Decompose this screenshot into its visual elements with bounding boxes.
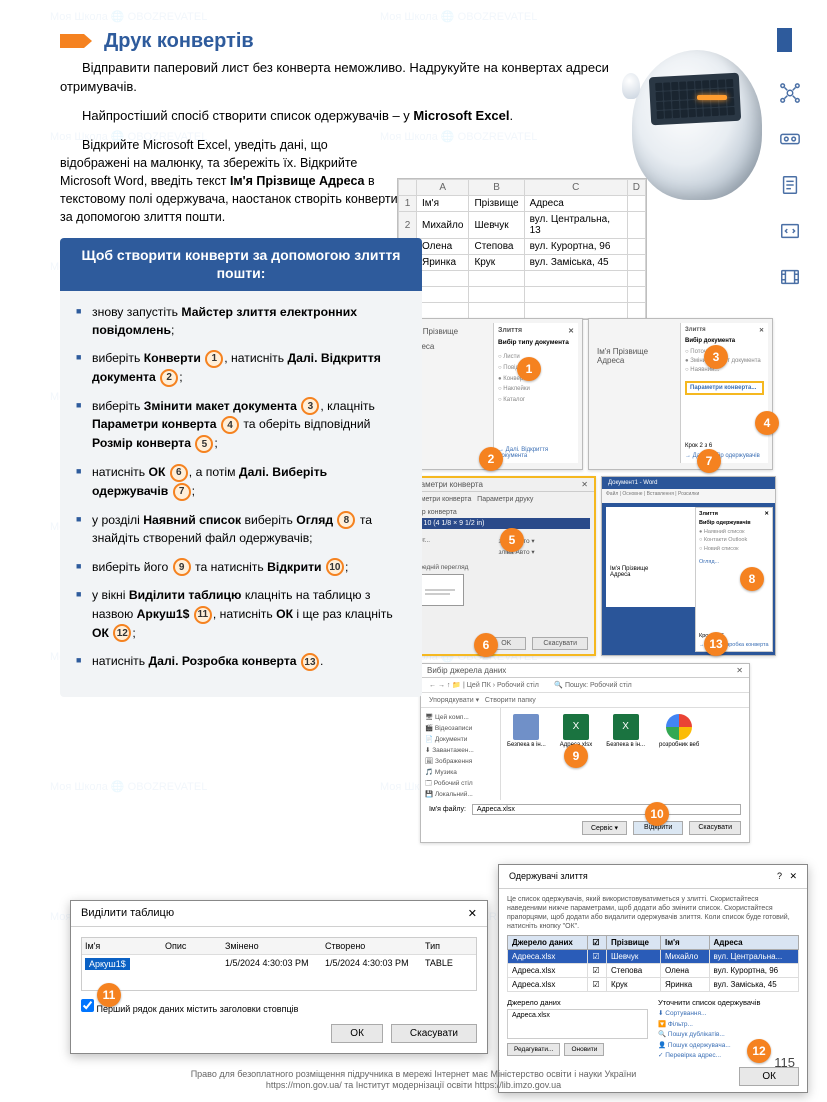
page-title: Друк конвертів [104, 30, 254, 53]
instruction-item: виберіть Змінити макет документа 3, клац… [76, 397, 406, 453]
body-paragraph: Відкрийте Microsoft Excel, уведіть дані,… [60, 136, 400, 227]
intro-paragraph-2: Найпростіший спосіб створити список одер… [60, 107, 620, 126]
instructions-title: Щоб створити конверти за допомогою злитт… [60, 238, 422, 290]
instruction-item: у розділі Наявний список виберіть Огляд … [76, 511, 406, 548]
instruction-item: знову запустіть Майстер злиття електронн… [76, 303, 406, 340]
instruction-item: натисніть ОК 6, а потім Далі. Виберіть о… [76, 463, 406, 501]
instruction-item: виберіть його 9 та натисніть Відкрити 10… [76, 558, 406, 577]
footer: Право для безоплатного розміщення підруч… [0, 1069, 827, 1092]
instruction-item: натисніть Далі. Розробка конверта 13. [76, 652, 406, 671]
title-arrow-icon [60, 34, 92, 48]
close-icon[interactable]: ? ✕ [777, 871, 797, 882]
instructions-panel: Щоб створити конверти за допомогою злитт… [60, 238, 422, 697]
instruction-item: виберіть Конверти 1, натисніть Далі. Від… [76, 349, 406, 387]
dialog-title-text: Виділити таблицю [81, 907, 174, 920]
ok-button[interactable]: ОК [331, 1024, 383, 1043]
cancel-button[interactable]: Скасувати [391, 1024, 477, 1043]
close-icon[interactable]: ✕ [468, 907, 477, 920]
header-row-checkbox[interactable] [81, 999, 94, 1012]
merge-recipients-dialog[interactable]: Одержувачі злиття ? ✕ Це список одержува… [498, 864, 808, 1093]
intro-paragraph-1: Відправити паперовий лист без конверта н… [60, 59, 620, 97]
instruction-item: у вікні Виділити таблицю клацніть на таб… [76, 586, 406, 642]
select-table-dialog[interactable]: Виділити таблицю ✕ Ім'яОписЗміненоСтворе… [70, 900, 488, 1054]
